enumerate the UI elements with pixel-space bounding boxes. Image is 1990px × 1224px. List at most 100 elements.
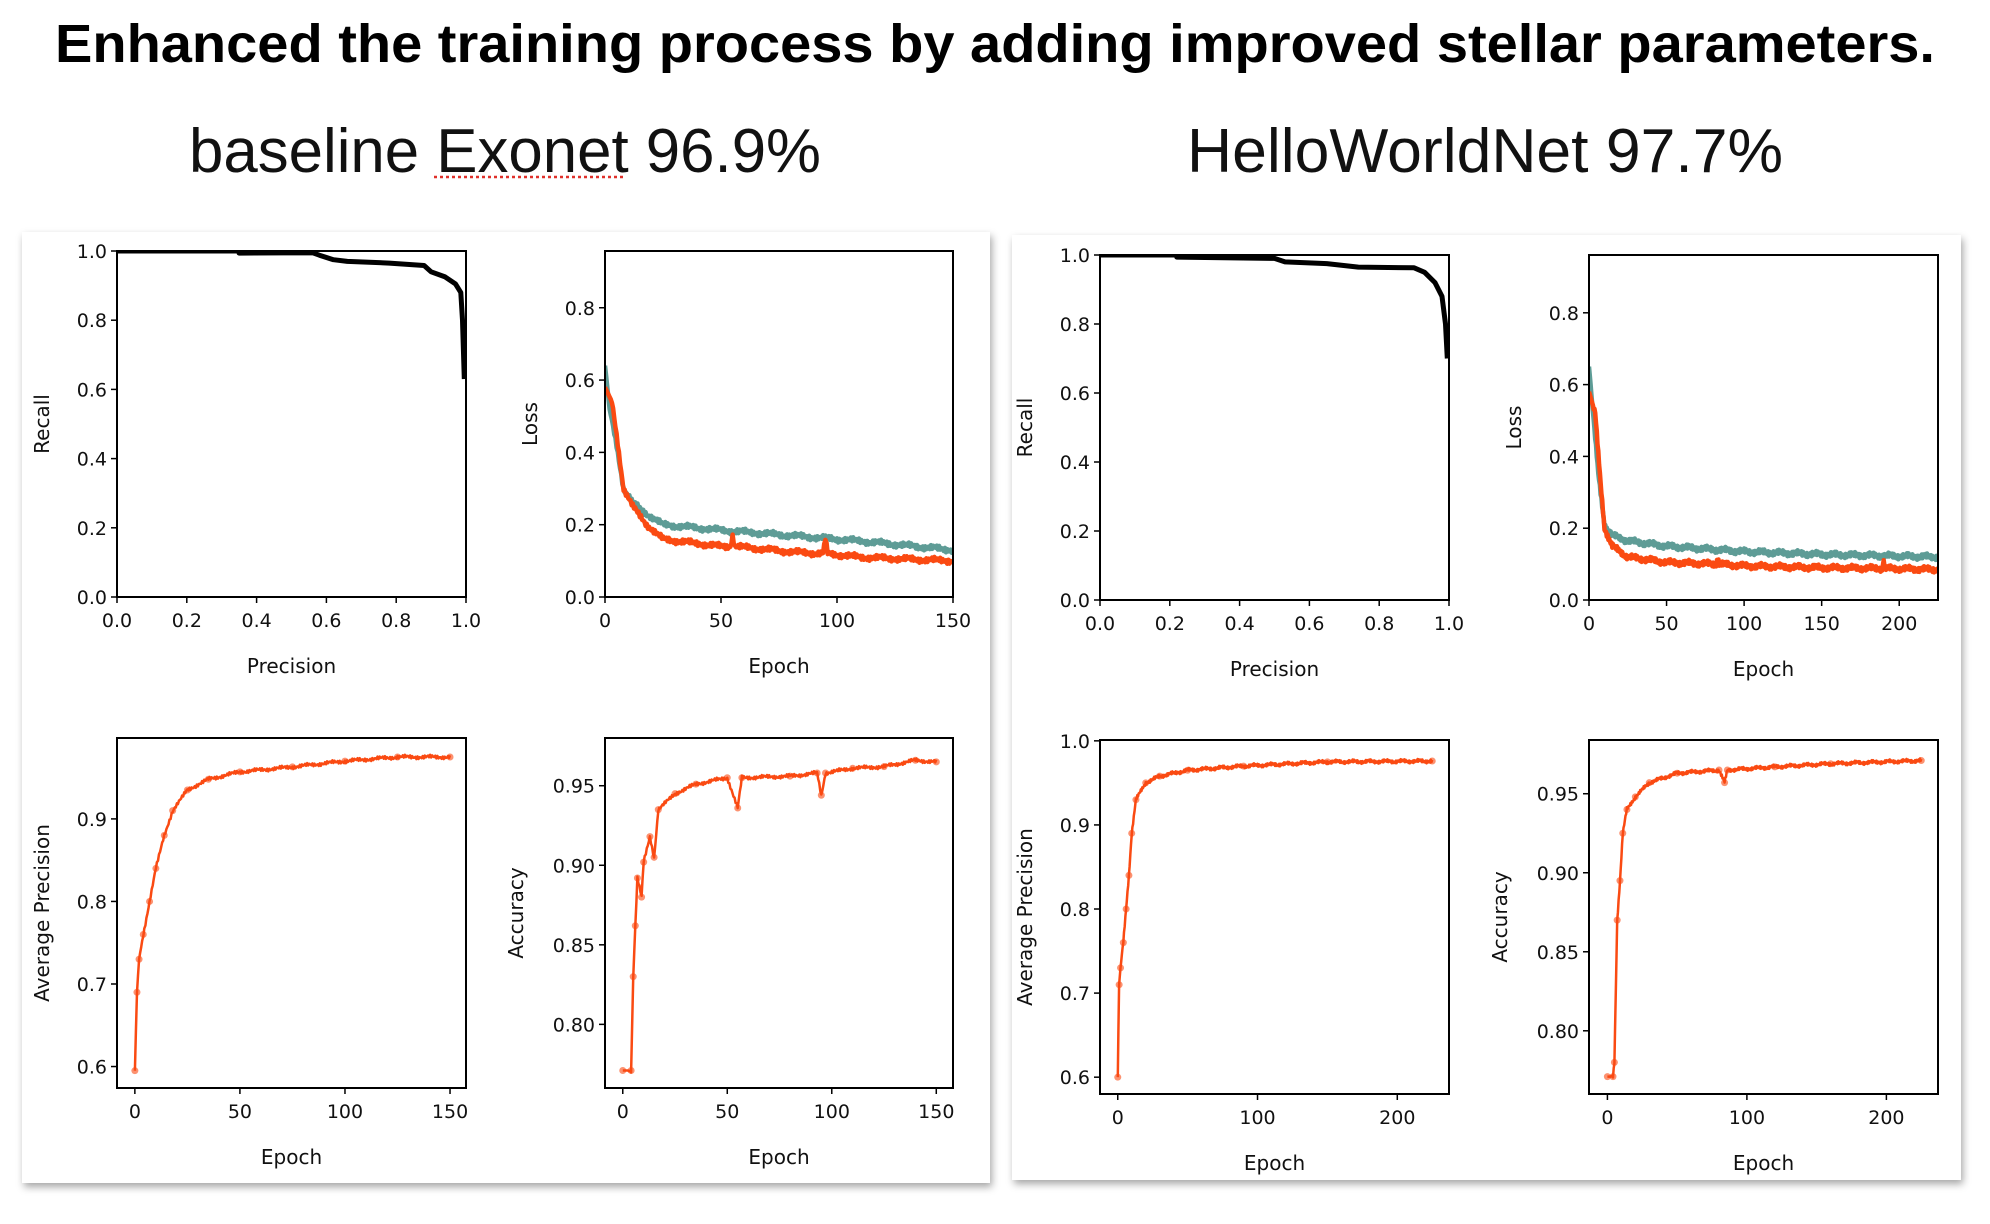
y-tick-label: 0.6 <box>565 370 595 392</box>
x-tick-label: 150 <box>918 1101 954 1123</box>
data-point-marker <box>1117 964 1125 972</box>
data-point-marker <box>1156 772 1164 780</box>
data-point-marker <box>1142 779 1150 787</box>
data-point-marker <box>169 807 177 815</box>
y-tick-label: 0.6 <box>1549 375 1579 397</box>
y-tick-label: 0.90 <box>553 855 595 877</box>
data-point-marker <box>640 858 648 866</box>
helloworldnet-figure-card <box>1012 235 1961 1180</box>
x-tick-label: 0.8 <box>381 610 411 632</box>
PR-curve-line <box>117 251 466 380</box>
y-tick-label: 0.7 <box>77 974 107 996</box>
data-point-marker <box>631 922 639 930</box>
y-tick-label: 1.0 <box>1060 731 1090 753</box>
helloworldnet-pr-chart: 0.0 0.2 0.4 0.6 0.8 1.0 0.0 0.2 0.4 0.6 0.8 1.0 Prec… <box>1013 245 1464 681</box>
data-point-marker <box>152 864 160 872</box>
data-point-marker <box>738 774 746 782</box>
plot-area <box>619 756 940 1074</box>
y-tick-label: 0.85 <box>1537 942 1579 964</box>
x-tick-label: 0.4 <box>241 610 271 632</box>
data-point-marker <box>146 897 154 905</box>
x-tick-label: 0 <box>1601 1107 1613 1129</box>
axes-frame <box>116 250 467 598</box>
validation-line <box>1589 366 1938 563</box>
data-point-marker <box>723 774 731 782</box>
axes-frame <box>1099 739 1450 1095</box>
y-tick-label: 0.2 <box>565 515 595 537</box>
x-tick-label: 100 <box>819 610 855 632</box>
x-tick-label: 0.2 <box>1155 613 1185 635</box>
data-point-marker <box>1610 1058 1618 1066</box>
y-tick-label: 1.0 <box>77 241 107 263</box>
x-tick-label: 0 <box>129 1101 141 1123</box>
y-tick-label: 0.4 <box>77 449 107 471</box>
x-axis-label: Epoch <box>1733 657 1794 681</box>
y-axis-label: Average Precision <box>1013 828 1037 1006</box>
y-tick-label: 0.2 <box>77 518 107 540</box>
plot-area <box>1589 366 1938 575</box>
x-tick-label: 0 <box>599 610 611 632</box>
data-point-marker <box>1184 766 1192 774</box>
x-tick-label: 0.6 <box>311 610 341 632</box>
data-point-marker <box>288 763 296 771</box>
x-axis-label: Epoch <box>748 654 809 678</box>
data-point-marker <box>1125 871 1133 879</box>
panel-title-score: 97.7% <box>1589 117 1783 186</box>
data-point-marker <box>1723 766 1731 774</box>
x-axis-label: Epoch <box>748 1145 809 1169</box>
plot-area <box>117 251 466 380</box>
average-precision-line <box>1116 757 1434 1078</box>
x-tick-label: 0.8 <box>1364 613 1394 635</box>
train-line <box>605 386 953 566</box>
data-point-marker <box>911 756 919 764</box>
data-point-marker <box>1323 758 1331 766</box>
data-point-marker <box>1128 829 1136 837</box>
y-tick-label: 0.2 <box>1060 521 1090 543</box>
x-tick-label: 0 <box>1583 613 1595 635</box>
y-tick-label: 0.4 <box>565 442 595 464</box>
plot-area <box>1100 255 1449 359</box>
x-tick-label: 1.0 <box>1434 613 1464 635</box>
data-point-marker <box>813 769 821 777</box>
y-axis-label: Accuracy <box>504 867 528 958</box>
y-tick-label: 0.8 <box>1060 899 1090 921</box>
y-tick-label: 0.90 <box>1537 863 1579 885</box>
x-tick-label: 50 <box>715 1101 739 1123</box>
plot-area <box>1114 757 1436 1081</box>
y-tick-label: 0.85 <box>553 935 595 957</box>
data-point-marker <box>1122 905 1130 913</box>
data-point-marker <box>880 763 888 771</box>
y-tick-label: 0.0 <box>77 587 107 609</box>
x-tick-label: 0.6 <box>1294 613 1324 635</box>
helloworldnet-accuracy-chart: 0 100 200 0.80 0.85 0.90 0.95 Epoch Accuracy <box>1488 739 1939 1175</box>
validation-line <box>605 365 953 556</box>
axes-frame <box>1588 254 1939 601</box>
data-point-marker <box>671 790 679 798</box>
data-point-marker <box>1613 916 1621 924</box>
data-point-marker <box>394 753 402 761</box>
y-tick-label: 0.0 <box>1549 590 1579 612</box>
data-point-marker <box>1771 763 1779 771</box>
data-point-marker <box>133 988 141 996</box>
data-point-marker <box>629 973 637 981</box>
data-point-marker <box>822 769 830 777</box>
y-tick-label: 0.0 <box>565 587 595 609</box>
data-point-marker <box>1609 1073 1617 1081</box>
y-tick-label: 0.6 <box>77 379 107 401</box>
y-tick-label: 0.0 <box>1060 590 1090 612</box>
panel-title-model: Exonet <box>436 117 628 186</box>
panel-title-model: HelloWorldNet <box>1187 117 1589 186</box>
data-point-marker <box>650 853 658 861</box>
data-point-marker <box>654 806 662 814</box>
data-point-marker <box>1616 877 1624 885</box>
axes-frame <box>604 737 954 1089</box>
data-point-marker <box>135 955 143 963</box>
data-point-marker <box>817 791 825 799</box>
x-tick-label: 200 <box>1379 1107 1415 1129</box>
panel-title-prefix: baseline <box>189 117 436 186</box>
x-tick-label: 50 <box>709 610 733 632</box>
data-point-marker <box>1132 796 1140 804</box>
data-point-marker <box>341 757 349 765</box>
data-point-marker <box>633 874 641 882</box>
